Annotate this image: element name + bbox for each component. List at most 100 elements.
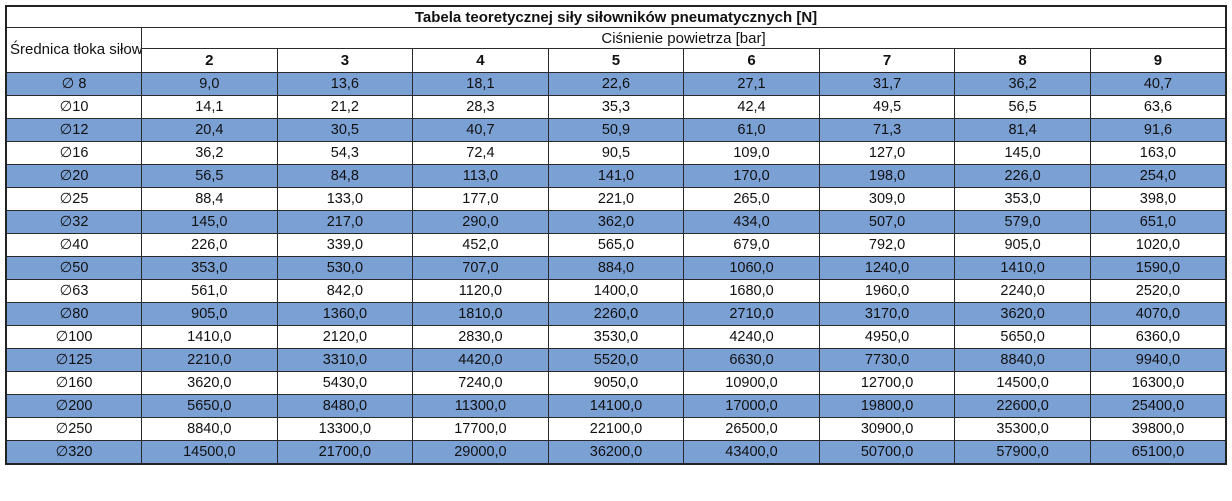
diameter-cell: ∅100 [5, 325, 143, 349]
force-value-cell: 19800,0 [818, 394, 956, 418]
table-row: ∅160 3620,0 5430,0 7240,0 9050,0 10900,0 1270… [5, 371, 1227, 395]
diameter-cell: ∅63 [5, 279, 143, 303]
force-value-cell: 254,0 [1089, 164, 1227, 188]
diameter-cell: ∅250 [5, 417, 143, 441]
force-value-cell: 22100,0 [547, 417, 685, 441]
force-value-cell: 579,0 [954, 210, 1091, 234]
force-value-cell: 9050,0 [547, 371, 685, 395]
force-value-cell: 109,0 [683, 141, 820, 165]
force-value-cell: 35300,0 [954, 417, 1091, 441]
force-value-cell: 1680,0 [683, 279, 820, 303]
force-value-cell: 5430,0 [276, 371, 414, 395]
table-row: ∅125 2210,0 3310,0 4420,0 5520,0 6630,0 7730,… [5, 348, 1227, 372]
force-value-cell: 18,1 [412, 72, 549, 96]
table-row: ∅250 8840,0 13300,0 17700,0 22100,0 26500,0 3… [5, 417, 1227, 441]
force-value-cell: 84,8 [276, 164, 414, 188]
force-value-cell: 2240,0 [954, 279, 1091, 303]
force-value-cell: 5520,0 [547, 348, 685, 372]
force-value-cell: 145,0 [954, 141, 1091, 165]
force-value-cell: 40,7 [1089, 72, 1227, 96]
force-value-cell: 3620,0 [954, 302, 1091, 326]
pressure-column-label: 6 [683, 48, 820, 73]
force-value-cell: 177,0 [412, 187, 549, 211]
force-value-cell: 16300,0 [1089, 371, 1227, 395]
force-value-cell: 50,9 [547, 118, 685, 142]
force-value-cell: 1400,0 [547, 279, 685, 303]
force-value-cell: 1120,0 [412, 279, 549, 303]
force-value-cell: 56,5 [954, 95, 1091, 119]
force-value-cell: 127,0 [818, 141, 956, 165]
pneumatic-force-table: Tabela teoretycznej siły siłowników pneu… [5, 5, 1227, 465]
force-value-cell: 63,6 [1089, 95, 1227, 119]
table-row: ∅10 14,1 21,2 28,3 35,3 42,4 49,5 56,5 63,6 [5, 95, 1227, 119]
diameter-cell: ∅80 [5, 302, 143, 326]
table-row: ∅63 561,0 842,0 1120,0 1400,0 1680,0 1960,0 22… [5, 279, 1227, 303]
table-header: Tabela teoretycznej siły siłowników pneu… [5, 5, 1227, 73]
force-value-cell: 91,6 [1089, 118, 1227, 142]
pressure-group-header: Ciśnienie powietrza [bar] [141, 27, 1227, 49]
diameter-cell: ∅16 [5, 141, 143, 165]
force-value-cell: 25400,0 [1089, 394, 1227, 418]
table-row: ∅16 36,2 54,3 72,4 90,5 109,0 127,0 145,0 163,0 [5, 141, 1227, 165]
force-value-cell: 2710,0 [683, 302, 820, 326]
table-row: ∅100 1410,0 2120,0 2830,0 3530,0 4240,0 4950,… [5, 325, 1227, 349]
force-value-cell: 9940,0 [1089, 348, 1227, 372]
force-value-cell: 3310,0 [276, 348, 414, 372]
force-value-cell: 353,0 [141, 256, 278, 280]
force-value-cell: 561,0 [141, 279, 278, 303]
pressure-column-label: 5 [547, 48, 685, 73]
force-value-cell: 54,3 [276, 141, 414, 165]
force-value-cell: 4070,0 [1089, 302, 1227, 326]
force-value-cell: 707,0 [412, 256, 549, 280]
force-value-cell: 3530,0 [547, 325, 685, 349]
force-value-cell: 14500,0 [141, 440, 278, 465]
force-value-cell: 65100,0 [1089, 440, 1227, 465]
force-value-cell: 13,6 [276, 72, 414, 96]
diameter-cell: ∅200 [5, 394, 143, 418]
table-title: Tabela teoretycznej siły siłowników pneu… [5, 5, 1227, 28]
force-value-cell: 3620,0 [141, 371, 278, 395]
diameter-cell: ∅320 [5, 440, 143, 465]
diameter-cell: ∅40 [5, 233, 143, 257]
pressure-column-label: 4 [412, 48, 549, 73]
force-value-cell: 1810,0 [412, 302, 549, 326]
force-value-cell: 434,0 [683, 210, 820, 234]
force-value-cell: 5650,0 [141, 394, 278, 418]
force-value-cell: 61,0 [683, 118, 820, 142]
force-value-cell: 8840,0 [141, 417, 278, 441]
force-value-cell: 842,0 [276, 279, 414, 303]
diameter-cell: ∅125 [5, 348, 143, 372]
force-value-cell: 133,0 [276, 187, 414, 211]
force-value-cell: 17700,0 [412, 417, 549, 441]
force-value-cell: 9,0 [141, 72, 278, 96]
force-value-cell: 39800,0 [1089, 417, 1227, 441]
force-value-cell: 265,0 [683, 187, 820, 211]
group-header-row: Średnica tłoka siłownika Ciśnienie powie… [5, 27, 1227, 73]
force-value-cell: 353,0 [954, 187, 1091, 211]
force-value-cell: 30900,0 [818, 417, 956, 441]
force-value-cell: 4240,0 [683, 325, 820, 349]
force-value-cell: 71,3 [818, 118, 956, 142]
force-value-cell: 1360,0 [276, 302, 414, 326]
diameter-cell: ∅10 [5, 95, 143, 119]
force-value-cell: 4950,0 [818, 325, 956, 349]
force-value-cell: 2120,0 [276, 325, 414, 349]
force-value-cell: 145,0 [141, 210, 278, 234]
force-value-cell: 452,0 [412, 233, 549, 257]
force-value-cell: 3170,0 [818, 302, 956, 326]
force-value-cell: 1020,0 [1089, 233, 1227, 257]
force-value-cell: 5650,0 [954, 325, 1091, 349]
force-value-cell: 20,4 [141, 118, 278, 142]
force-value-cell: 49,5 [818, 95, 956, 119]
diameter-cell: ∅20 [5, 164, 143, 188]
table-row: ∅20 56,5 84,8 113,0 141,0 170,0 198,0 226,0 254… [5, 164, 1227, 188]
force-value-cell: 29000,0 [412, 440, 549, 465]
table-row: ∅ 8 9,0 13,6 18,1 22,6 27,1 31,7 36,2 40,7 [5, 72, 1227, 96]
table-row: ∅40 226,0 339,0 452,0 565,0 679,0 792,0 905,0 1… [5, 233, 1227, 257]
force-value-cell: 40,7 [412, 118, 549, 142]
table-row: ∅50 353,0 530,0 707,0 884,0 1060,0 1240,0 1410… [5, 256, 1227, 280]
force-value-cell: 163,0 [1089, 141, 1227, 165]
force-value-cell: 217,0 [276, 210, 414, 234]
table-row: ∅200 5650,0 8480,0 11300,0 14100,0 17000,0 19… [5, 394, 1227, 418]
force-value-cell: 2210,0 [141, 348, 278, 372]
